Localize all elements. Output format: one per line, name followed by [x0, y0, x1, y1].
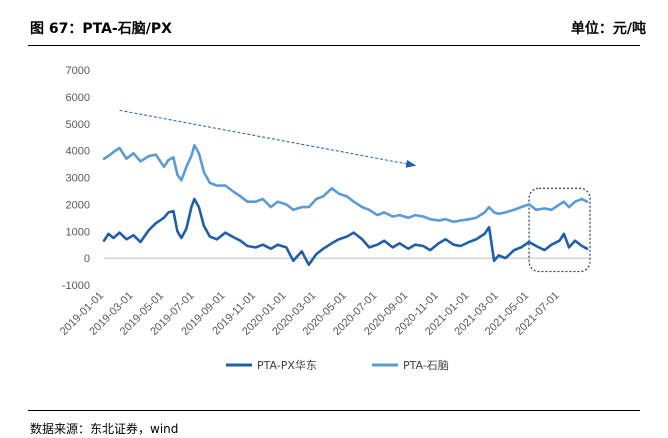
- series-group: [102, 144, 589, 267]
- legend: PTA-PX华东 PTA-石脑: [226, 358, 449, 372]
- y-tick-label: 1000: [66, 226, 90, 238]
- figure-title: 图 67：PTA-石脑/PX: [30, 21, 172, 37]
- series-line: [102, 144, 589, 224]
- legend-label: PTA-PX华东: [257, 358, 317, 372]
- annotations: [119, 109, 591, 273]
- y-tick-label: 2000: [66, 199, 90, 211]
- y-tick-label: 5000: [66, 119, 90, 131]
- highlight-box: [528, 187, 591, 273]
- top-rule: [28, 45, 640, 46]
- bottom-rule: [28, 410, 640, 411]
- unit-label: 单位：元/吨: [570, 21, 646, 37]
- y-tick-label: 3000: [66, 173, 90, 185]
- header: 图 67：PTA-石脑/PX 单位：元/吨: [0, 0, 668, 44]
- y-tick-label: 7000: [66, 65, 90, 77]
- line-chart: -1000 0 1000 2000 3000 4000 5000 6000 7000 2019-…: [58, 65, 591, 372]
- source-note: 数据来源：东北证券，wind: [30, 422, 179, 436]
- y-axis-ticks: -1000 0 1000 2000 3000 4000 5000 6000 7000: [62, 65, 90, 292]
- trend-arrow: [119, 109, 417, 168]
- y-tick-label: -1000: [62, 280, 90, 292]
- y-tick-label: 6000: [66, 92, 90, 104]
- y-tick-label: 4000: [66, 146, 90, 158]
- series-line: [102, 197, 589, 267]
- legend-label: PTA-石脑: [403, 359, 449, 372]
- y-tick-label: 0: [84, 253, 90, 265]
- x-axis-ticks: 2019-01-012019-03-012019-05-012019-07-01…: [58, 290, 562, 338]
